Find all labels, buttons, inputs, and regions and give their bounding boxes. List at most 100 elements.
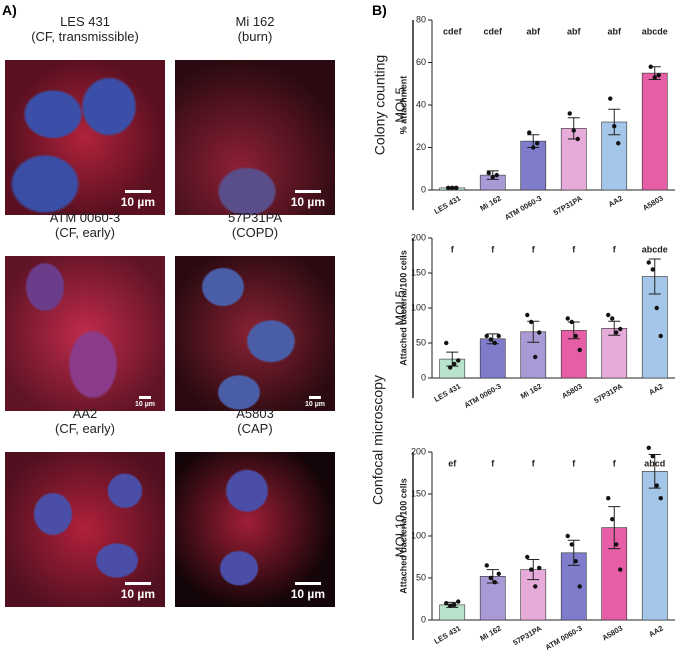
data-point [652, 75, 657, 80]
error-bar [608, 506, 621, 550]
data-point [533, 354, 538, 360]
significance-letters: f [532, 458, 536, 468]
data-point [648, 64, 653, 69]
significance-letters: abcd [644, 458, 665, 468]
x-tick-label: LES 431 [432, 624, 462, 646]
bar [601, 327, 628, 379]
data-point [608, 96, 613, 101]
significance-letters: cdef [483, 26, 503, 36]
bar [479, 338, 506, 379]
image-detail: (CAP) [237, 421, 273, 436]
subtitle: MOI 5 [392, 87, 407, 122]
data-point [537, 565, 542, 571]
y-tick-label: 20 [416, 142, 426, 152]
data-point [529, 319, 534, 325]
data-point [450, 185, 455, 191]
data-point [606, 312, 611, 318]
scale-bar: 10 µm [291, 190, 325, 209]
micrograph: 10 µm [5, 256, 165, 411]
section-label: Colony counting [372, 55, 388, 155]
data-point [531, 145, 536, 150]
data-point [616, 141, 621, 146]
x-tick-label: Mi 162 [478, 194, 502, 213]
y-axis-label: % attachment [398, 76, 408, 135]
y-tick-label: 60 [416, 57, 426, 67]
data-point [494, 172, 499, 178]
bar [641, 72, 668, 191]
image-detail: (CF, early) [55, 421, 115, 436]
x-tick-label: A5803 [601, 624, 625, 643]
data-point [488, 337, 493, 342]
data-point [454, 185, 459, 191]
x-tick-label: ATM 0060-3 [463, 382, 503, 410]
significance-letters: f [532, 244, 536, 254]
data-point [618, 326, 623, 332]
significance-letters: f [451, 244, 455, 254]
significance-letters: f [572, 458, 576, 468]
data-point [448, 365, 453, 370]
scale-bar: 10 µm [135, 396, 155, 408]
image-detail: (CF, early) [55, 225, 115, 240]
data-point [525, 312, 530, 318]
data-point [654, 483, 659, 488]
data-point [575, 136, 580, 142]
data-point [444, 340, 449, 346]
data-point [650, 267, 655, 272]
y-tick-label: 0 [421, 614, 426, 624]
significance-letters: f [613, 458, 617, 468]
data-point [606, 496, 611, 501]
data-point [610, 517, 615, 522]
data-point [654, 305, 659, 311]
x-tick-label: LES 431 [432, 382, 462, 404]
y-axis-label: Attached bacteria/100 cells [398, 478, 408, 594]
significance-letters: f [613, 244, 617, 254]
data-point [569, 542, 574, 547]
data-point [484, 563, 489, 568]
x-tick-label: A5803 [641, 194, 665, 213]
image-detail: (burn) [237, 29, 273, 44]
error-bar [648, 454, 661, 489]
x-tick-label: AA2 [607, 194, 625, 209]
data-point [492, 580, 497, 585]
data-point [573, 333, 578, 339]
y-tick-label: 40 [416, 99, 426, 109]
significance-letters: ef [448, 458, 457, 468]
x-tick-label: ATM 0060-3 [544, 624, 584, 652]
y-tick-label: 100 [411, 530, 426, 540]
micrograph: 10 µm [175, 256, 335, 411]
data-point [571, 128, 576, 133]
data-point [456, 358, 461, 363]
data-point [490, 175, 495, 180]
scale-bar: 10 µm [305, 396, 325, 408]
y-tick-label: 50 [416, 337, 426, 347]
data-point [496, 333, 501, 339]
significance-letters: f [572, 244, 576, 254]
data-point [656, 73, 661, 78]
panel-label: A) [2, 2, 17, 18]
data-point [456, 599, 461, 604]
y-tick-label: 0 [421, 184, 426, 194]
significance-letters: f [491, 458, 495, 468]
data-point [573, 559, 578, 564]
image-title: 57P31PA [228, 210, 282, 225]
data-point [527, 130, 532, 135]
x-tick-label: AA2 [647, 624, 665, 639]
micrograph: 10 µm [5, 60, 165, 215]
data-point [610, 316, 615, 321]
significance-letters: f [491, 244, 495, 254]
image-title: ATM 0060-3 [49, 210, 121, 225]
data-point [614, 542, 619, 547]
data-point [535, 141, 540, 146]
image-title: A5803 [236, 406, 274, 421]
significance-letters: abcde [642, 26, 668, 36]
data-point [496, 571, 501, 576]
y-tick-label: 0 [421, 372, 426, 382]
error-bar [648, 258, 661, 295]
micrograph: 10 µm [175, 60, 335, 215]
bar [479, 576, 506, 621]
y-tick-label: 150 [411, 267, 426, 277]
x-tick-label: LES 431 [432, 194, 462, 216]
data-point [658, 496, 663, 501]
data-point [446, 185, 451, 191]
